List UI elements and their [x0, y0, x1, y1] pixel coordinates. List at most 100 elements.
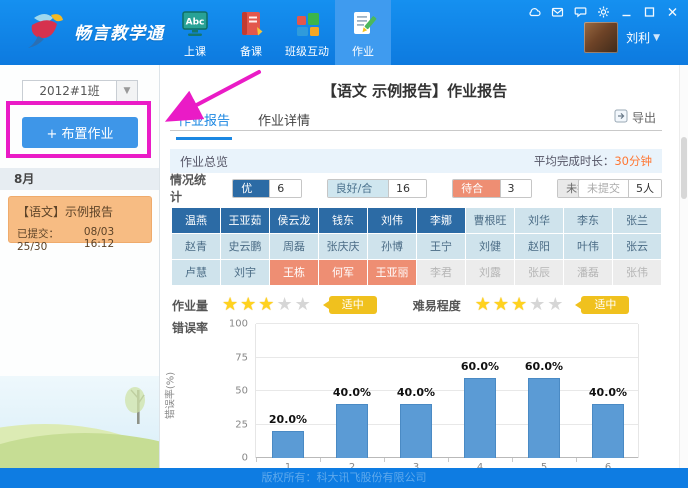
student-cell[interactable]: 张云 — [613, 234, 661, 259]
student-cell[interactable]: 赵青 — [172, 234, 220, 259]
ratings-row: 作业量 ★ ★ ★ ★ ★ 适中 难易程度 ★ ★ ★ ★ ★ 适中 — [172, 293, 630, 317]
nav-tab-label: 备课 — [240, 45, 262, 58]
student-cell[interactable]: 史云鹏 — [221, 234, 269, 259]
chart-gridline — [256, 356, 638, 358]
student-cell[interactable]: 张辰 — [515, 260, 563, 285]
app-title: 畅言教学通 — [74, 24, 164, 44]
nav-tab-beike[interactable]: 备课 — [223, 0, 279, 65]
student-cell[interactable]: 叶伟 — [564, 234, 612, 259]
chart-gridline — [256, 323, 638, 324]
student-cell[interactable]: 卢慧 — [172, 260, 220, 285]
homework-card-title: 【语文】示例报告 — [17, 205, 114, 219]
scrollbar-track[interactable] — [679, 65, 688, 468]
student-cell[interactable]: 王栋 — [270, 260, 318, 285]
student-cell[interactable]: 刘伟 — [368, 208, 416, 233]
scrollbar-thumb[interactable] — [681, 137, 687, 199]
error-rate-bar-chart: 0 25 50 75 100 20.0% 1 40.0% 2 40.0% 3 60.0% 4 60.0% 5… — [229, 319, 639, 473]
student-cell[interactable]: 何军 — [319, 260, 367, 285]
settings-icon[interactable] — [595, 4, 611, 20]
chart-bar — [272, 431, 304, 458]
stat-pill-good[interactable]: 良好/合格16人 — [326, 178, 428, 198]
month-header: 8月 — [0, 168, 159, 190]
chart-bar — [400, 404, 432, 458]
top-bar: 畅言教学通 Abc 上课 备课 班级互动 作业 — [0, 0, 688, 65]
student-cell[interactable]: 李东 — [564, 208, 612, 233]
nav-tab-banjihudong[interactable]: 班级互动 — [279, 0, 335, 65]
student-cell[interactable]: 李娜 — [417, 208, 465, 233]
student-cell[interactable]: 李君 — [417, 260, 465, 285]
rating-label: 作业量 — [172, 298, 209, 313]
homework-card[interactable]: 【语文】示例报告 已提交：25/30 08/03 16:12 — [8, 196, 152, 253]
nav-tab-zuoye[interactable]: 作业 — [335, 0, 391, 65]
chart-bar-value-label: 40.0% — [588, 386, 628, 400]
red-book-icon — [238, 7, 264, 41]
stat-name: 优秀 — [233, 179, 270, 197]
star-icon: ★ — [276, 294, 293, 315]
student-cell[interactable]: 张伟 — [613, 260, 661, 285]
student-cell[interactable]: 温燕 — [172, 208, 220, 233]
main-nav: Abc 上课 备课 班级互动 作业 — [167, 0, 391, 65]
user-menu[interactable]: 刘利 ▼ — [584, 22, 660, 53]
mail-icon[interactable] — [549, 4, 565, 20]
chart-x-tick: 5 — [512, 462, 576, 473]
stat-count: 5人 — [628, 179, 661, 197]
student-cell[interactable]: 王亚茹 — [221, 208, 269, 233]
chart-y-tick: 100 — [228, 318, 248, 330]
stat-pill-excellent[interactable]: 优秀6人 — [232, 178, 302, 198]
chart-gridline — [256, 390, 638, 391]
student-cell[interactable]: 孙博 — [368, 234, 416, 259]
chart-bar-value-label: 20.0% — [268, 413, 308, 427]
star-icon: ★ — [529, 294, 546, 315]
chart-bar-value-label: 60.0% — [460, 359, 500, 373]
student-cell[interactable]: 王亚丽 — [368, 260, 416, 285]
chart-tick-mark — [384, 458, 385, 462]
star-icon: ★ — [547, 294, 564, 315]
student-cell[interactable]: 刘华 — [515, 208, 563, 233]
stat-count: 16人 — [387, 179, 427, 197]
stat-pill-not-submitted[interactable]: 未提交 5人 — [578, 178, 662, 198]
minimize-icon[interactable] — [618, 4, 634, 20]
status-stats-row: 情况统计 优秀6人良好/合格16人待合格3人未批改0人 未提交 5人 — [170, 173, 662, 204]
tab-details[interactable]: 作业详情 — [258, 114, 311, 129]
student-cell[interactable]: 潘磊 — [564, 260, 612, 285]
student-cell[interactable]: 侯云龙 — [270, 208, 318, 233]
colored-tiles-icon — [294, 7, 321, 41]
class-selector[interactable]: 2012#1班 ▼ — [22, 80, 138, 102]
student-cell[interactable]: 赵阳 — [515, 234, 563, 259]
chart-bar — [336, 404, 368, 458]
chart-bar-value-label: 40.0% — [396, 386, 436, 400]
report-panel: 【语文 示例报告】作业报告 作业报告 作业详情 导出 作业总览 平均完成时长：30… — [161, 65, 688, 473]
chevron-down-icon[interactable]: ▼ — [116, 81, 137, 101]
stat-pill-pending[interactable]: 待合格3人 — [452, 178, 533, 198]
chart-tick-mark — [512, 458, 513, 462]
student-cell[interactable]: 钱东 — [319, 208, 367, 233]
homework-card-datetime: 08/03 16:12 — [83, 226, 115, 250]
nav-tab-label: 作业 — [352, 45, 374, 58]
chat-icon[interactable] — [572, 4, 588, 20]
student-cell[interactable]: 周磊 — [270, 234, 318, 259]
maximize-icon[interactable] — [641, 4, 657, 20]
student-cell[interactable]: 刘露 — [466, 260, 514, 285]
overview-title: 作业总览 — [180, 154, 229, 169]
close-icon[interactable] — [664, 4, 680, 20]
chart-y-tick: 0 — [241, 452, 248, 464]
class-selector-value: 2012#1班 — [39, 84, 100, 98]
overview-header-bar: 作业总览 平均完成时长：30分钟 — [170, 149, 662, 173]
student-cell[interactable]: 曹根旺 — [466, 208, 514, 233]
student-cell[interactable]: 张兰 — [613, 208, 661, 233]
chart-bar-value-label: 40.0% — [332, 386, 372, 400]
rating-badge: 适中 — [575, 296, 630, 314]
sidebar: 2012#1班 ▼ + 布置作业 8月 【语文】示例报告 已提交：25/30 0… — [0, 65, 243, 488]
student-cell[interactable]: 张庆庆 — [319, 234, 367, 259]
chart-bar-value-label: 60.0% — [524, 359, 564, 373]
cloud-icon[interactable] — [526, 4, 542, 20]
star-icon: ★ — [492, 294, 510, 315]
tab-report[interactable]: 作业报告 — [176, 110, 233, 140]
student-cell[interactable]: 刘宇 — [221, 260, 269, 285]
export-button[interactable]: 导出 — [614, 109, 656, 126]
star-icon: ★ — [222, 294, 239, 315]
nav-tab-shangke[interactable]: Abc 上课 — [167, 0, 223, 65]
assign-homework-button[interactable]: + 布置作业 — [22, 117, 138, 148]
student-cell[interactable]: 王宁 — [417, 234, 465, 259]
student-cell[interactable]: 刘健 — [466, 234, 514, 259]
